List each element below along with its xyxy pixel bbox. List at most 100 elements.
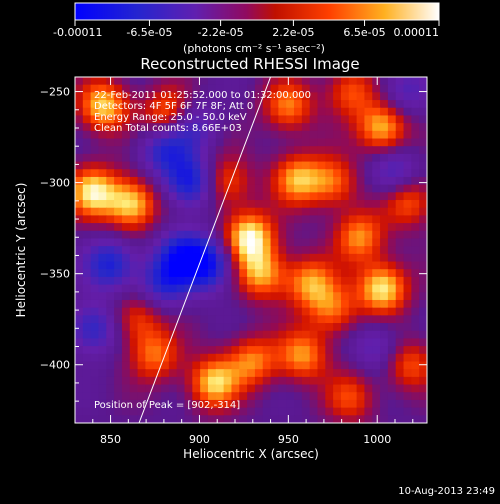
heatmap-cell: [223, 407, 233, 416]
heatmap-cell: [168, 146, 178, 155]
heatmap-cell: [270, 284, 279, 293]
heatmap-cell: [239, 200, 248, 209]
heatmap-cell: [247, 207, 256, 216]
heatmap-cell: [395, 138, 405, 147]
heatmap-cell: [301, 269, 311, 278]
heatmap-cell: [98, 392, 107, 401]
heatmap-cell: [90, 299, 100, 309]
heatmap-cell: [309, 399, 319, 409]
heatmap-cell: [161, 146, 170, 155]
heatmap-cell: [161, 323, 170, 332]
heatmap-cell: [129, 169, 139, 178]
heatmap-cell: [207, 299, 217, 309]
heatmap-cell: [380, 284, 389, 293]
heatmap-cell: [411, 276, 420, 286]
heatmap-cell: [340, 238, 350, 247]
heatmap-cell: [294, 223, 303, 232]
x-tick-label: 900: [189, 433, 210, 446]
heatmap-cell: [106, 353, 115, 363]
heatmap-cell: [121, 338, 131, 347]
heatmap-cell: [145, 299, 154, 309]
heatmap-cell: [121, 200, 131, 209]
heatmap-cell: [215, 399, 225, 409]
heatmap-cell: [372, 184, 381, 193]
heatmap-cell: [364, 338, 373, 347]
heatmap-cell: [403, 153, 412, 163]
heatmap-cell: [200, 292, 209, 301]
heatmap-cell: [223, 269, 233, 278]
heatmap-cell: [309, 176, 319, 186]
heatmap-cell: [207, 353, 217, 363]
heatmap-cell: [278, 361, 287, 370]
heatmap-cell: [90, 253, 100, 263]
heatmap-cell: [301, 84, 311, 93]
heatmap-cell: [215, 376, 225, 386]
heatmap-cell: [278, 130, 287, 140]
heatmap-cell: [372, 276, 381, 286]
heatmap-cell: [340, 407, 350, 416]
heatmap-cell: [223, 238, 233, 247]
heatmap-cell: [145, 407, 154, 416]
heatmap-cell: [200, 100, 209, 109]
heatmap-cell: [340, 146, 350, 155]
heatmap-cell: [317, 369, 326, 378]
heatmap-cell: [403, 353, 412, 363]
heatmap-cell: [270, 323, 279, 332]
heatmap-cell: [309, 346, 319, 355]
heatmap-cell: [176, 346, 186, 355]
heatmap-cell: [387, 338, 397, 347]
heatmap-cell: [294, 284, 303, 293]
heatmap-cell: [207, 399, 217, 409]
heatmap-cell: [75, 215, 84, 224]
heatmap-cell: [286, 253, 295, 263]
heatmap-cell: [98, 184, 107, 193]
heatmap-cell: [372, 292, 381, 301]
heatmap-cell: [301, 323, 311, 332]
heatmap-cell: [262, 153, 272, 163]
heatmap-cell: [317, 77, 326, 86]
heatmap-cell: [168, 299, 178, 309]
heatmap-cell: [325, 223, 334, 232]
heatmap-cell: [372, 146, 381, 155]
heatmap-cell: [372, 399, 381, 409]
heatmap-cell: [387, 246, 397, 255]
heatmap-cell: [325, 330, 334, 340]
heatmap-cell: [200, 161, 209, 170]
heatmap-cell: [129, 299, 139, 309]
heatmap-cell: [380, 353, 389, 363]
heatmap-cell: [98, 338, 107, 347]
heatmap-cell: [301, 338, 311, 347]
heatmap-cell: [200, 399, 209, 409]
heatmap-cell: [184, 369, 193, 378]
heatmap-cell: [325, 253, 334, 263]
heatmap-cell: [247, 323, 256, 332]
heatmap-cell: [309, 361, 319, 370]
heatmap-cell: [411, 184, 420, 193]
heatmap-cell: [168, 415, 178, 423]
heatmap-cell: [348, 323, 358, 332]
heatmap-cell: [380, 346, 389, 355]
heatmap-cell: [317, 407, 326, 416]
heatmap-cell: [114, 369, 123, 378]
heatmap-cell: [278, 353, 287, 363]
heatmap-cell: [372, 169, 381, 178]
heatmap-cell: [75, 153, 84, 163]
heatmap-cell: [387, 323, 397, 332]
heatmap-cell: [278, 230, 287, 240]
heatmap-cell: [372, 107, 381, 117]
heatmap-cell: [254, 415, 264, 423]
heatmap-cell: [270, 261, 279, 270]
heatmap-cell: [207, 330, 217, 340]
heatmap-cell: [278, 223, 287, 232]
heatmap-cell: [153, 415, 162, 423]
heatmap-cell: [207, 307, 217, 316]
heatmap-cell: [215, 215, 225, 224]
heatmap-cell: [184, 330, 193, 340]
heatmap-cell: [340, 100, 350, 109]
heatmap-cell: [200, 330, 209, 340]
heatmap-cell: [262, 92, 272, 101]
heatmap-cell: [309, 138, 319, 147]
heatmap-cell: [356, 361, 366, 370]
heatmap-cell: [231, 100, 240, 109]
heatmap-cell: [192, 223, 201, 232]
